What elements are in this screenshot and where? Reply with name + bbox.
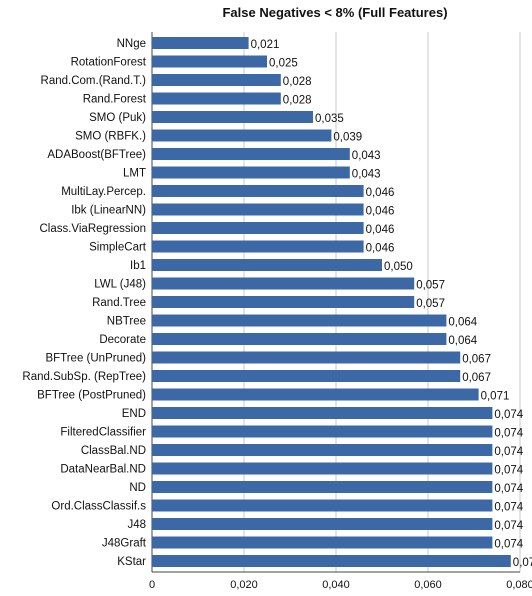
bar (152, 444, 493, 456)
x-tick-label: 0,040 (322, 579, 350, 591)
category-label: J48Graft (102, 538, 147, 550)
bar (152, 481, 493, 493)
category-label: ND (129, 482, 146, 494)
data-label: 0,043 (352, 169, 381, 181)
category-label: Ib1 (130, 260, 146, 272)
data-label: 0,07 (513, 557, 532, 569)
data-label: 0,028 (283, 76, 312, 88)
data-label: 0,064 (448, 317, 477, 329)
data-label: 0,039 (333, 132, 362, 144)
bar (152, 166, 350, 179)
bar (152, 462, 493, 475)
bar (152, 296, 415, 308)
data-label: 0,067 (462, 354, 491, 366)
x-tick-label: 0,060 (414, 579, 442, 591)
category-label: RotationForest (71, 57, 147, 69)
data-label: 0,067 (462, 372, 491, 384)
category-label: Class.ViaRegression (39, 223, 146, 235)
category-label: Ord.ClassClassif.s (51, 501, 146, 513)
bar (152, 74, 281, 86)
x-tick-label: 0 (149, 579, 155, 591)
bar (152, 37, 249, 49)
data-label: 0,074 (494, 465, 523, 477)
category-label: MultiLay.Percep. (61, 186, 146, 198)
category-label: END (122, 408, 146, 420)
category-label: Decorate (99, 334, 146, 346)
data-label: 0,028 (283, 95, 312, 107)
category-label: FilteredClassifier (60, 427, 146, 439)
category-label: SimpleCart (89, 242, 147, 254)
data-label: 0,057 (416, 280, 445, 292)
category-label: ClassBal.ND (81, 445, 146, 457)
category-label: BFTree (UnPruned) (45, 353, 146, 365)
category-label: DataNearBal.ND (60, 464, 146, 476)
data-label: 0,035 (315, 113, 344, 125)
data-label: 0,043 (352, 150, 381, 162)
bar (152, 499, 493, 512)
bar (152, 518, 493, 530)
data-label: 0,046 (366, 243, 395, 255)
bar (152, 240, 364, 253)
category-label: SMO (Puk) (89, 112, 146, 124)
bar (152, 129, 332, 142)
category-label: J48 (127, 519, 146, 531)
data-label: 0,046 (366, 187, 395, 199)
chart-title: False Negatives < 8% (Full Features) (222, 5, 447, 20)
bar (152, 370, 461, 382)
category-label: Rand.Tree (92, 297, 146, 309)
data-label: 0,050 (384, 261, 413, 273)
category-label: LWL (J48) (94, 279, 146, 291)
category-label: NBTree (107, 316, 146, 328)
category-label: LMT (123, 168, 146, 180)
bar (152, 351, 461, 364)
x-tick-label: 0,080 (506, 579, 532, 591)
bar (152, 92, 281, 105)
bar (152, 148, 350, 160)
data-label: 0,046 (366, 206, 395, 218)
bar (152, 555, 511, 567)
bar (152, 425, 493, 438)
data-label: 0,074 (494, 446, 523, 458)
data-label: 0,074 (494, 409, 523, 421)
data-label: 0,064 (448, 335, 477, 347)
bar (152, 277, 415, 290)
category-label: Rand.SubSp. (RepTree) (22, 371, 146, 383)
bar (152, 111, 313, 123)
category-label: Ibk (LinearNN) (71, 205, 146, 217)
bar (152, 388, 479, 401)
data-label: 0,057 (416, 298, 445, 310)
bar (152, 55, 267, 68)
data-label: 0,071 (481, 391, 510, 403)
data-label: 0,046 (366, 224, 395, 236)
bar (152, 536, 493, 549)
data-label: 0,021 (251, 39, 280, 51)
data-label: 0,074 (494, 483, 523, 495)
data-label: 0,074 (494, 539, 523, 551)
data-label: 0,074 (494, 520, 523, 532)
x-tick-label: 0,020 (230, 579, 258, 591)
category-label: Rand.Com.(Rand.T.) (41, 75, 147, 87)
x-axis: 0 0,020 0,040 0,060 0,080 (149, 571, 532, 591)
bars: NNge 0,021 RotationForest 0,025 Rand.Com.(Ra… (22, 37, 532, 569)
data-label: 0,074 (494, 428, 523, 440)
bar (152, 407, 493, 419)
bar (152, 185, 364, 197)
category-label: KStar (117, 556, 146, 568)
data-label: 0,025 (269, 58, 298, 70)
category-label: NNge (117, 38, 146, 50)
bar (152, 259, 382, 271)
category-label: SMO (RBFK.) (75, 131, 146, 143)
category-label: ADABoost(BFTree) (47, 149, 146, 161)
bar (152, 203, 364, 216)
data-label: 0,074 (494, 502, 523, 514)
bar (152, 314, 447, 327)
category-label: Rand.Forest (83, 94, 147, 106)
category-label: BFTree (PostPruned) (37, 390, 146, 402)
bar (152, 333, 447, 345)
bar (152, 222, 364, 234)
